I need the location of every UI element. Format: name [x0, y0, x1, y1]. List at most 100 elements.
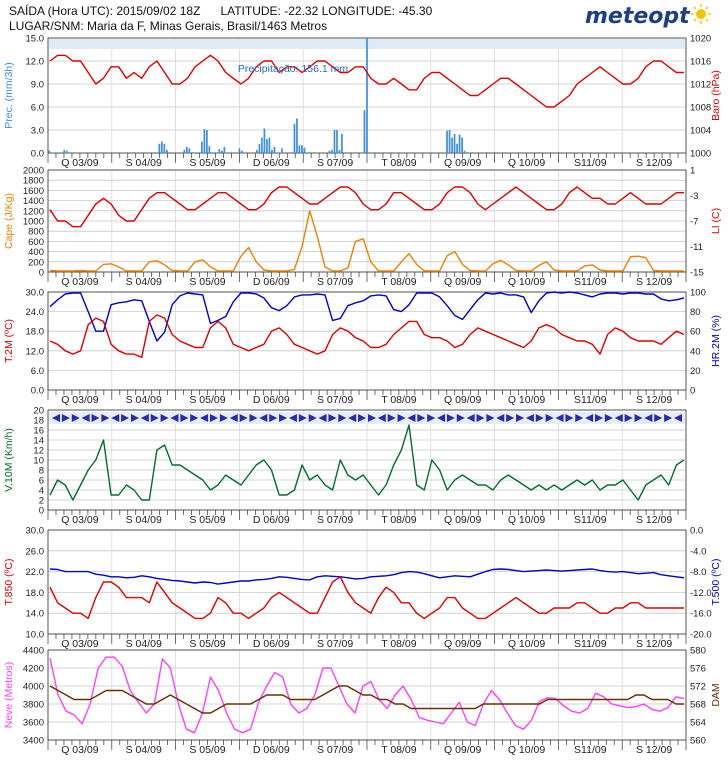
- y2-tick-label: 1004: [690, 126, 711, 137]
- y2-tick-label: 100: [690, 288, 706, 299]
- y-tick-label: 3600: [23, 718, 44, 729]
- wind-direction-arrow: [81, 414, 90, 422]
- precip-bar: [201, 141, 203, 153]
- precip-bar: [223, 146, 226, 153]
- day-label: Q 09/09: [444, 394, 482, 406]
- wind-direction-arrow: [446, 414, 455, 422]
- day-label: S 07/09: [317, 638, 353, 650]
- precip-bar: [271, 149, 273, 153]
- wind-direction-arrow: [516, 414, 525, 422]
- y-tick-label: 16: [33, 426, 44, 437]
- day-label: Q 10/09: [508, 744, 546, 756]
- day-label: T 08/09: [381, 744, 417, 756]
- wind-direction-arrow: [506, 414, 515, 422]
- precip-bar: [256, 149, 258, 153]
- y-tick-label: 4400: [23, 646, 44, 657]
- y-tick-label: 4: [39, 486, 44, 497]
- y2-tick-label: 564: [690, 718, 706, 729]
- li-line: [49, 186, 684, 228]
- t850-line: [49, 576, 684, 620]
- wind-direction-arrow: [476, 414, 485, 422]
- y2-tick-label: 572: [690, 682, 706, 693]
- y-tick-label: 30.0: [26, 526, 45, 537]
- y-tick-label: 0.0: [31, 149, 44, 160]
- precip-bar: [293, 123, 296, 153]
- wind-direction-arrow: [71, 414, 80, 422]
- meteopt-logo: meteopt: [585, 4, 711, 28]
- precip-bar: [203, 129, 206, 153]
- wind-direction-arrow: [180, 414, 189, 422]
- y2-axis-label: LI (C): [710, 208, 722, 234]
- precip-bar: [258, 143, 261, 153]
- precip-bar: [336, 130, 338, 153]
- plot-frame: [47, 529, 687, 635]
- y-tick-label: 8: [39, 466, 44, 477]
- day-label: S11/09: [574, 276, 607, 288]
- precip-bar: [266, 139, 268, 153]
- precip-bar: [65, 150, 68, 153]
- precip-bar: [63, 149, 66, 153]
- day-label: S 05/09: [189, 744, 225, 756]
- day-label: S 05/09: [189, 276, 225, 288]
- y2-tick-label: -16.0: [690, 609, 712, 620]
- day-label: S 12/09: [636, 276, 672, 288]
- wind-direction-arrow: [644, 414, 653, 422]
- y-tick-label: 200: [28, 257, 44, 268]
- header-location-line: LUGAR/SNM: Maria da F, Minas Gerais, Bra…: [9, 19, 328, 33]
- thickness-line: [49, 685, 684, 714]
- y2-tick-label: -11: [690, 242, 703, 253]
- y-tick-label: 12.0: [26, 346, 45, 357]
- precip-bar: [301, 145, 303, 153]
- wind-direction-arrow: [595, 414, 604, 422]
- y2-tick-label: -20.0: [690, 630, 712, 641]
- precip-bar: [158, 143, 161, 153]
- day-label: S 12/09: [636, 744, 672, 756]
- y2-tick-label: 580: [690, 646, 706, 657]
- wind-direction-arrow: [654, 414, 663, 422]
- y-tick-label: 6: [39, 476, 44, 487]
- y2-tick-label: 1008: [690, 103, 711, 114]
- day-label: Q 10/09: [508, 157, 546, 169]
- temperature-line: [49, 314, 685, 358]
- precip-bar: [448, 130, 451, 153]
- panel-snow-thickness: 3400 3600 3800 4000 4200 4400 560 564 568 572 576 5…: [3, 646, 722, 757]
- day-label: Q 03/09: [61, 394, 99, 406]
- wind-direction-arrow: [200, 414, 209, 422]
- y-tick-label: 30.0: [26, 288, 45, 299]
- precip-bar: [461, 137, 463, 153]
- wind-direction-arrow: [308, 414, 317, 422]
- y-tick-label: 22.0: [26, 567, 45, 578]
- sun-icon: [696, 9, 706, 19]
- y2-tick-label: 560: [690, 736, 706, 747]
- wind-direction-arrow: [634, 414, 643, 422]
- y2-tick-label: -12.0: [690, 588, 712, 599]
- panel-temp-humidity: 0.0 6.0 12.0 18.0 24.0 30.0 0 20 40 60 80 100 Q 03/0…: [3, 288, 722, 407]
- day-label: Q 09/09: [444, 638, 482, 650]
- y-tick-label: 18.0: [26, 327, 45, 338]
- plot-frame: [47, 409, 687, 511]
- y-axis-label: V.10M (Km/h): [3, 428, 15, 492]
- precip-bar: [298, 145, 301, 153]
- wind-direction-arrow: [328, 414, 337, 422]
- day-label: Q 03/09: [61, 638, 99, 650]
- y2-tick-label: -8.0: [690, 567, 706, 578]
- wind-direction-arrow: [358, 414, 367, 422]
- day-label: S 12/09: [636, 514, 672, 526]
- y-tick-label: 26.0: [26, 546, 45, 557]
- wind-direction-arrow: [111, 414, 120, 422]
- precip-bar: [456, 143, 458, 153]
- y-tick-label: 6.0: [31, 366, 44, 377]
- cape-line: [49, 210, 684, 272]
- humidity-line: [49, 291, 685, 342]
- precip-bar: [328, 150, 331, 153]
- day-label: Q 03/09: [61, 276, 99, 288]
- wind-direction-arrow: [298, 414, 307, 422]
- wind-direction-arrow: [259, 414, 268, 422]
- y-tick-label: 12: [33, 446, 44, 457]
- precip-bar: [458, 134, 461, 153]
- y-tick-label: 6.0: [31, 103, 44, 114]
- wind-direction-arrow: [417, 414, 426, 422]
- wind-direction-arrow: [61, 414, 70, 422]
- wind-direction-arrow: [614, 414, 623, 422]
